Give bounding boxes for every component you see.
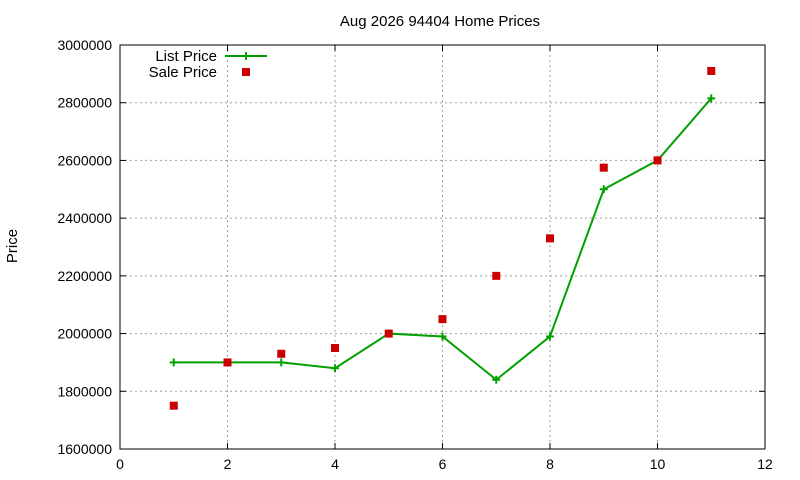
x-tick-label: 2 (224, 456, 232, 472)
x-tick-label: 10 (650, 456, 666, 472)
list-price-point (546, 332, 554, 341)
x-tick-label: 8 (546, 456, 554, 472)
x-tick-label: 0 (116, 456, 124, 472)
axes: 0 2 4 6 8 10 12 1600000 1800000 2000000 2200000 240… (57, 37, 773, 472)
legend-label: List Price (155, 48, 217, 65)
y-tick-label: 1600000 (57, 441, 112, 457)
legend-label: Sale Price (149, 64, 217, 81)
sale-price-point (384, 329, 393, 338)
y-tick-label: 3000000 (57, 37, 112, 53)
list-price-point (492, 375, 501, 384)
list-price-point (438, 332, 447, 341)
y-tick-label: 1800000 (57, 383, 112, 399)
sale-price-point (599, 163, 608, 172)
y-tick-label: 2800000 (57, 95, 112, 111)
sale-price-point (438, 315, 447, 324)
sale-price-point (169, 401, 178, 410)
x-tick-label: 6 (439, 456, 447, 472)
y-tick-label: 2600000 (57, 152, 112, 168)
sale-price-point (546, 234, 554, 243)
sale-price-point (707, 66, 716, 75)
grid-lines (120, 45, 765, 449)
list-price-point (331, 364, 339, 373)
sale-price-point (277, 349, 286, 358)
plot-border (119, 44, 766, 450)
sale-price-point (653, 156, 662, 165)
y-tick-label: 2000000 (57, 326, 112, 342)
y-tick-label: 2200000 (57, 268, 112, 284)
list-price-point (277, 358, 286, 367)
chart-title: Aug 2026 94404 Home Prices (340, 13, 540, 30)
list-price-point (599, 185, 608, 194)
sale-price-point (492, 271, 501, 280)
x-tick-label: 12 (757, 456, 773, 472)
sale-price-point (223, 358, 232, 367)
y-tick-label: 2400000 (57, 210, 112, 226)
series-layer (169, 66, 716, 410)
sale-price-point (331, 344, 339, 352)
legend-swatch-marker (242, 52, 250, 60)
y-axis-label: Price (4, 229, 21, 263)
list-price-point (707, 94, 716, 103)
legend-swatch-sale-price (242, 68, 250, 76)
list-price-point (169, 358, 178, 367)
x-tick-label: 4 (331, 456, 339, 472)
